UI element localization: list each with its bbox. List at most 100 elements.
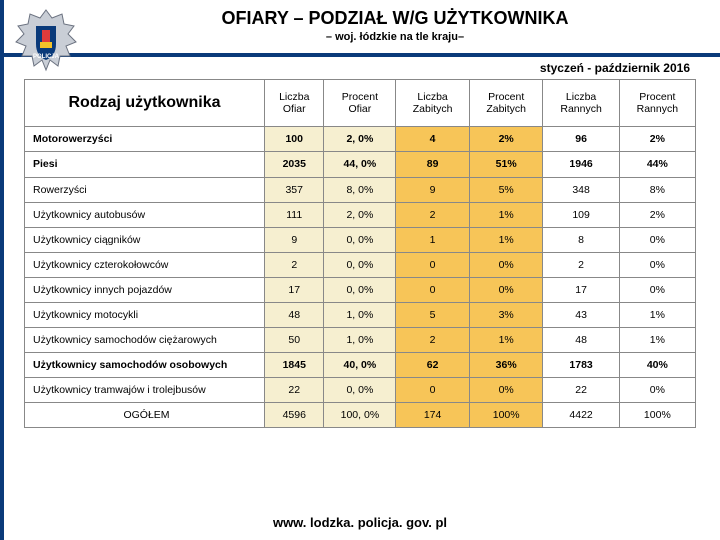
value-cell: 43: [543, 302, 619, 327]
value-cell: 9: [396, 177, 470, 202]
value-cell: 62: [396, 352, 470, 377]
value-cell: 2: [265, 252, 324, 277]
table-row: Użytkownicy samochodów osobowych184540, …: [25, 352, 696, 377]
table-row: Motorowerzyści1002, 0%42%962%: [25, 127, 696, 152]
value-cell: 2%: [619, 127, 695, 152]
value-cell: 1946: [543, 152, 619, 177]
header-divider: [0, 53, 720, 57]
value-cell: 0%: [469, 252, 543, 277]
category-cell: Użytkownicy ciągników: [25, 227, 265, 252]
value-cell: 1845: [265, 352, 324, 377]
value-cell: 2: [396, 202, 470, 227]
table-row: Użytkownicy autobusów1112, 0%21%1092%: [25, 202, 696, 227]
category-cell: Użytkownicy czterokołowców: [25, 252, 265, 277]
table-row: Użytkownicy samochodów ciężarowych501, 0…: [25, 327, 696, 352]
value-cell: 51%: [469, 152, 543, 177]
value-cell: 96: [543, 127, 619, 152]
value-cell: 0, 0%: [324, 227, 396, 252]
value-cell: 1%: [469, 327, 543, 352]
value-cell: 1: [396, 227, 470, 252]
value-cell: 17: [543, 277, 619, 302]
value-cell: 1%: [619, 302, 695, 327]
page-header: OFIARY – PODZIAŁ W/G UŻYTKOWNIKA – woj. …: [0, 0, 720, 47]
col-liczba-rannych: LiczbaRannych: [543, 80, 619, 127]
value-cell: 5%: [469, 177, 543, 202]
value-cell: 0, 0%: [324, 378, 396, 403]
period-label: styczeń - październik 2016: [0, 59, 720, 79]
footer-url: www. lodzka. policja. gov. pl: [0, 515, 720, 530]
value-cell: 40, 0%: [324, 352, 396, 377]
value-cell: 44, 0%: [324, 152, 396, 177]
value-cell: 1%: [469, 227, 543, 252]
value-cell: 174: [396, 403, 470, 428]
value-cell: 2035: [265, 152, 324, 177]
value-cell: 0%: [619, 277, 695, 302]
value-cell: 2, 0%: [324, 202, 396, 227]
table-row: OGÓŁEM4596100, 0%174100%4422100%: [25, 403, 696, 428]
victims-table: Rodzaj użytkownika LiczbaOfiar ProcentOf…: [24, 79, 696, 428]
category-cell: Piesi: [25, 152, 265, 177]
col-liczba-zabitych: LiczbaZabitych: [396, 80, 470, 127]
value-cell: 0, 0%: [324, 277, 396, 302]
value-cell: 4596: [265, 403, 324, 428]
category-cell: OGÓŁEM: [25, 403, 265, 428]
value-cell: 50: [265, 327, 324, 352]
value-cell: 111: [265, 202, 324, 227]
value-cell: 8%: [619, 177, 695, 202]
value-cell: 2, 0%: [324, 127, 396, 152]
table-row: Użytkownicy tramwajów i trolejbusów220, …: [25, 378, 696, 403]
value-cell: 0%: [469, 277, 543, 302]
value-cell: 89: [396, 152, 470, 177]
col-procent-zabitych: ProcentZabitych: [469, 80, 543, 127]
category-cell: Rowerzyści: [25, 177, 265, 202]
table-row: Rowerzyści3578, 0%95%3488%: [25, 177, 696, 202]
category-cell: Motorowerzyści: [25, 127, 265, 152]
value-cell: 8, 0%: [324, 177, 396, 202]
table-row: Użytkownicy motocykli481, 0%53%431%: [25, 302, 696, 327]
value-cell: 100: [265, 127, 324, 152]
value-cell: 1%: [469, 202, 543, 227]
table-row: Użytkownicy czterokołowców20, 0%00%20%: [25, 252, 696, 277]
value-cell: 17: [265, 277, 324, 302]
svg-text:POLICJA: POLICJA: [33, 54, 60, 60]
value-cell: 4: [396, 127, 470, 152]
col-rodzaj: Rodzaj użytkownika: [25, 80, 265, 127]
category-cell: Użytkownicy autobusów: [25, 202, 265, 227]
value-cell: 22: [265, 378, 324, 403]
page-title: OFIARY – PODZIAŁ W/G UŻYTKOWNIKA: [90, 8, 700, 29]
value-cell: 2: [396, 327, 470, 352]
value-cell: 0, 0%: [324, 252, 396, 277]
value-cell: 109: [543, 202, 619, 227]
value-cell: 0%: [469, 378, 543, 403]
police-badge-logo: POLICJA: [14, 8, 78, 80]
value-cell: 100, 0%: [324, 403, 396, 428]
value-cell: 348: [543, 177, 619, 202]
value-cell: 2%: [469, 127, 543, 152]
category-cell: Użytkownicy samochodów osobowych: [25, 352, 265, 377]
value-cell: 22: [543, 378, 619, 403]
col-liczba-ofiar: LiczbaOfiar: [265, 80, 324, 127]
value-cell: 44%: [619, 152, 695, 177]
value-cell: 3%: [469, 302, 543, 327]
value-cell: 357: [265, 177, 324, 202]
value-cell: 40%: [619, 352, 695, 377]
value-cell: 5: [396, 302, 470, 327]
table-row: Użytkownicy innych pojazdów170, 0%00%170…: [25, 277, 696, 302]
value-cell: 48: [265, 302, 324, 327]
value-cell: 36%: [469, 352, 543, 377]
value-cell: 100%: [619, 403, 695, 428]
value-cell: 0%: [619, 227, 695, 252]
table-row: Piesi203544, 0%8951%194644%: [25, 152, 696, 177]
col-procent-rannych: ProcentRannych: [619, 80, 695, 127]
value-cell: 2: [543, 252, 619, 277]
category-cell: Użytkownicy motocykli: [25, 302, 265, 327]
value-cell: 4422: [543, 403, 619, 428]
value-cell: 1783: [543, 352, 619, 377]
value-cell: 1, 0%: [324, 302, 396, 327]
table-row: Użytkownicy ciągników90, 0%11%80%: [25, 227, 696, 252]
col-procent-ofiar: ProcentOfiar: [324, 80, 396, 127]
table-header-row: Rodzaj użytkownika LiczbaOfiar ProcentOf…: [25, 80, 696, 127]
value-cell: 0: [396, 378, 470, 403]
value-cell: 2%: [619, 202, 695, 227]
value-cell: 1, 0%: [324, 327, 396, 352]
